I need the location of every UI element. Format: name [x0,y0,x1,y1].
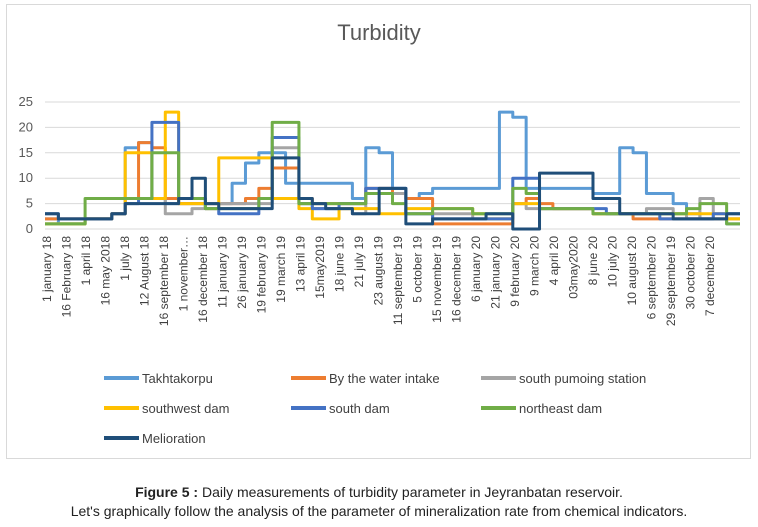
x-tick-label: 1 july 18 [118,236,132,281]
x-tick-label: 18 june 19 [333,236,347,292]
legend-label: Melioration [142,431,206,446]
x-tick-label: 5 october 19 [411,236,425,303]
x-tick-label: 12 August 18 [138,236,152,306]
caption-note: Let's graphically follow the analysis of… [70,503,688,519]
x-tick-label: 16 may 2018 [99,236,113,306]
y-tick-label: 0 [26,221,33,236]
legend-label: south pumoing station [519,371,646,386]
x-tick-label: 4 april 20 [547,236,561,286]
series-line [45,156,740,231]
y-tick-label: 10 [19,170,33,185]
x-tick-label: 29 september 19 [664,236,678,326]
x-tick-label: 23 august 19 [372,236,386,306]
x-tick-label: 16 december 19 [450,236,464,323]
x-tick-label: 21 january 20 [489,236,503,309]
x-tick-label: 26 january 19 [235,236,249,309]
x-tick-label: 8 june 20 [586,236,600,286]
x-tick-label: 10 august 20 [625,236,639,306]
legend-label: southwest dam [142,401,229,416]
x-tick-label: 9 february 20 [508,236,522,307]
chart-frame [6,4,751,459]
x-tick-label: 9 march 20 [528,236,542,296]
x-tick-label: 30 october 20 [684,236,698,310]
x-tick-label: 13 april 19 [294,236,308,292]
x-tick-label: 7 december 20 [703,236,717,316]
legend-label: northeast dam [519,401,602,416]
x-tick-label: 6 september 20 [645,236,659,320]
x-tick-label: 16 February 18 [60,236,74,318]
x-tick-label: 6 january 20 [469,236,483,302]
x-tick-label: 19 march 19 [274,236,288,303]
x-tick-label: 03may2020 [567,236,581,299]
x-tick-label: 11 september 19 [391,236,405,325]
series-line [45,110,740,226]
x-tick-label: 1 november… [177,236,191,311]
figure-caption: Figure 5 : Daily measurements of turbidi… [0,484,758,500]
x-tick-label: 1 january 18 [40,236,54,302]
x-tick-label: 10 july 20 [606,236,620,288]
legend-label: By the water intake [329,371,440,386]
legend-label: Takhtakorpu [142,371,213,386]
chart-title: Turbidity [337,20,421,45]
turbidity-chart: 0 5 10 15 20 25 1 january 18 16 February 18 1 ap… [19,94,740,446]
x-tick-label: 11 january 19 [216,236,230,308]
x-tick-label: 15may2019 [313,236,327,299]
figure-caption-text: Daily measurements of turbidity paramete… [198,484,623,500]
legend-label: south dam [329,401,390,416]
x-tick-label: 1 april 18 [79,236,93,286]
x-tick-label: 15 november 19 [430,236,444,323]
x-tick-label: 16 september 18 [157,236,171,326]
y-tick-label: 25 [19,94,33,109]
y-tick-label: 20 [19,119,33,134]
x-tick-label: 19 february 19 [255,236,269,314]
figure-label: Figure 5 : [135,484,199,500]
y-tick-label: 5 [26,196,33,211]
y-tick-label: 15 [19,145,33,160]
x-tick-label: 16 december 18 [196,236,210,323]
x-tick-label: 21 july 19 [352,236,366,288]
